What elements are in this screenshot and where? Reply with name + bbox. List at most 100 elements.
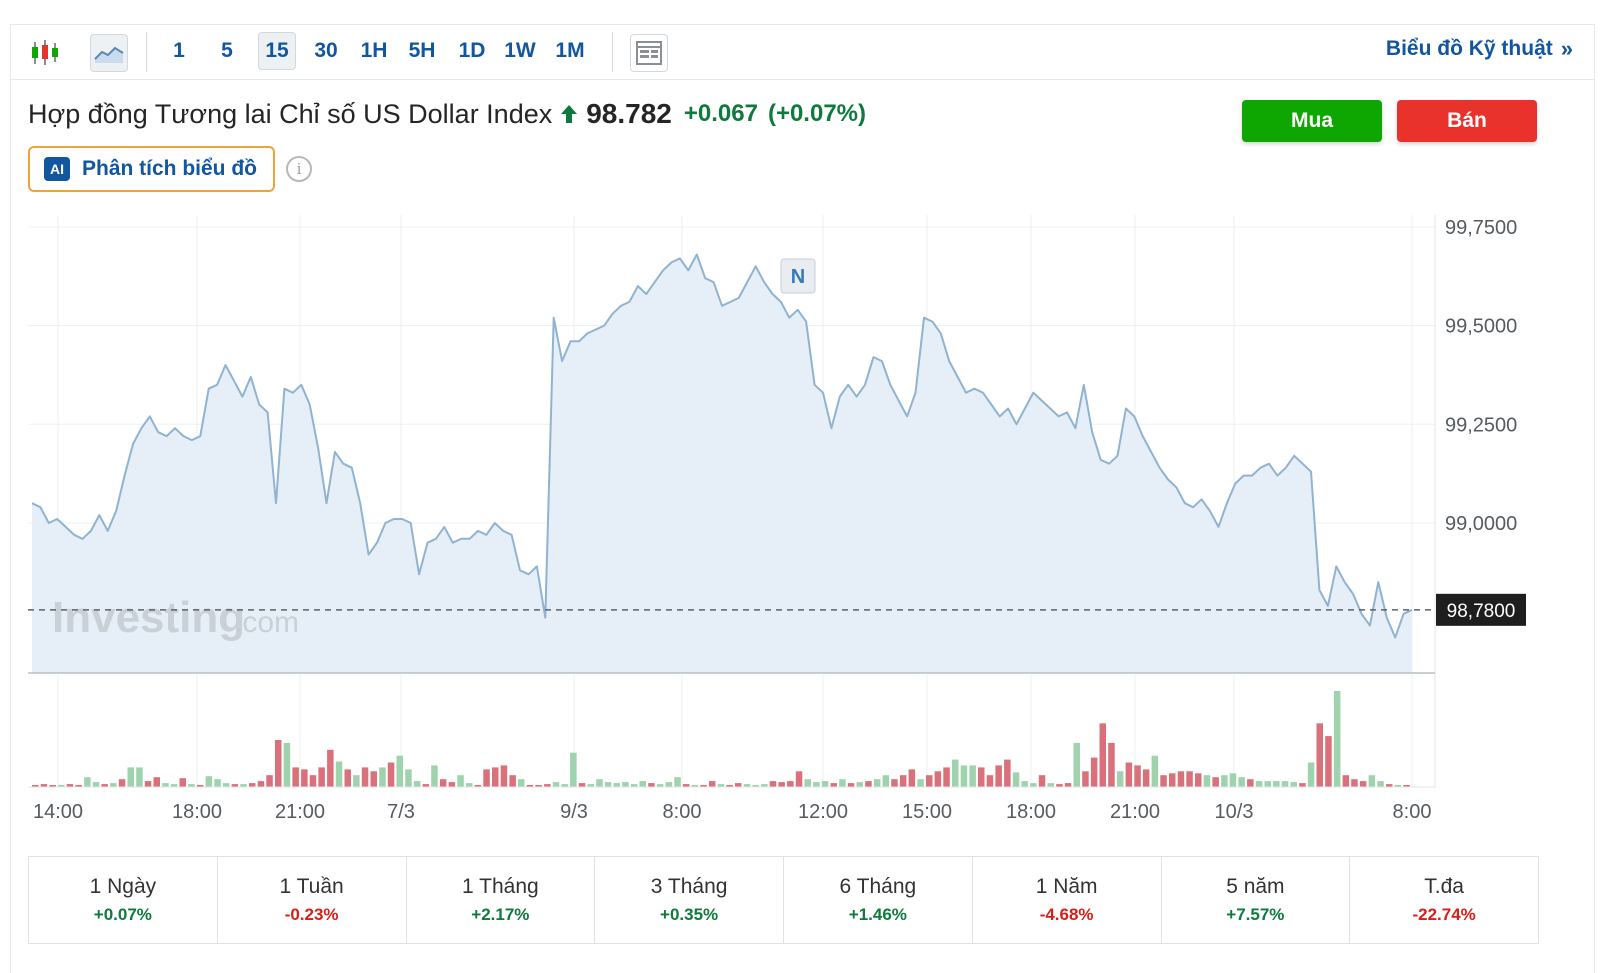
table-view-icon[interactable]: [630, 34, 668, 72]
candlestick-chart-icon[interactable]: [28, 34, 62, 72]
volume-bar: [283, 742, 291, 787]
volume-bar: [596, 779, 603, 787]
volume-bar: [58, 785, 65, 787]
volume-bar: [535, 785, 542, 787]
volume-bar: [813, 782, 820, 787]
x-tick-label: 21:00: [275, 801, 325, 823]
timeframe-1d[interactable]: 1D: [458, 39, 486, 62]
volume-bar: [448, 782, 456, 787]
volume-bar: [431, 765, 438, 787]
buy-button[interactable]: Mua: [1242, 100, 1382, 142]
volume-bar: [700, 785, 707, 787]
volume-bar: [856, 782, 863, 787]
investing-watermark: Investing: [52, 593, 245, 642]
technical-chart-link[interactable]: Biểu đồ Kỹ thuật »: [1386, 36, 1573, 62]
current-price-tag: [1436, 593, 1526, 626]
volume-bar: [1221, 775, 1228, 787]
volume-bar: [361, 767, 369, 787]
price-line: [31, 253, 1413, 639]
timeframe-30[interactable]: 30: [314, 39, 338, 62]
timeframe-5[interactable]: 5: [221, 39, 233, 62]
volume-bar: [1012, 772, 1020, 787]
volume-bar: [1082, 771, 1089, 787]
volume-bar: [275, 740, 282, 787]
price-chart[interactable]: Investing.com 98,7800 99,7500 99,5000 99,250…: [0, 0, 1600, 850]
volume-bar: [1116, 771, 1124, 787]
x-tick-label: 8:00: [1393, 801, 1432, 823]
sell-button[interactable]: Bán: [1397, 100, 1537, 142]
performance-period-label: T.đa: [1424, 875, 1464, 898]
volume-bar: [726, 785, 733, 787]
volume-bar: [544, 784, 551, 787]
x-tick-label: 18:00: [172, 801, 222, 823]
timeframe-1m[interactable]: 1M: [555, 39, 585, 62]
volume-bar: [943, 767, 950, 787]
volume-bar: [656, 784, 664, 787]
price-area-fill: [32, 254, 1412, 673]
volume-bar: [674, 777, 681, 787]
volume-bar: [231, 784, 239, 787]
timeframe-1[interactable]: 1: [173, 39, 185, 62]
volume-bar: [1030, 783, 1037, 787]
volume-bar: [1064, 783, 1072, 787]
performance-period-value: +1.46%: [848, 905, 907, 924]
volume-bar: [1394, 785, 1402, 787]
timeframe-15[interactable]: 15: [258, 32, 296, 70]
volume-bar: [1212, 777, 1219, 787]
ai-icon: AI: [44, 157, 70, 181]
news-event-label: N: [791, 266, 805, 288]
volume-bar: [188, 784, 195, 787]
volume-bar: [769, 781, 777, 787]
ai-chart-analysis-button[interactable]: AI Phân tích biểu đồ: [28, 146, 275, 192]
y-tick-label: 99,0000: [1445, 513, 1517, 535]
volume-bar: [709, 781, 716, 787]
info-icon[interactable]: i: [286, 156, 312, 182]
volume-bar: [1255, 781, 1263, 787]
volume-bar: [144, 781, 152, 787]
volume-bar: [587, 784, 594, 787]
performance-period-label: 5 năm: [1226, 875, 1285, 898]
volume-bar: [1273, 781, 1280, 787]
timeframe-1w[interactable]: 1W: [504, 39, 536, 62]
instrument-header: Hợp đồng Tương lai Chỉ số US Dollar Inde…: [28, 96, 866, 132]
volume-bar: [648, 783, 655, 787]
volume-bar: [66, 784, 74, 787]
volume-bar: [1004, 759, 1011, 787]
volume-bar: [387, 762, 395, 787]
volume-bar: [1195, 773, 1202, 787]
performance-period-value: -0.23%: [284, 905, 339, 924]
area-chart-icon[interactable]: [90, 34, 128, 72]
volume-bar: [1299, 783, 1306, 787]
timeframe-1h[interactable]: 1H: [360, 39, 388, 62]
volume-bar: [118, 779, 126, 787]
volume-bar: [908, 769, 916, 787]
volume-bar: [899, 775, 907, 787]
volume-bar: [1316, 723, 1323, 787]
arrow-up-icon: [560, 103, 578, 125]
performance-period-value: -22.74%: [1412, 905, 1476, 924]
widget-frame: [10, 24, 1595, 973]
volume-bar: [179, 778, 186, 787]
volume-bar: [32, 785, 39, 787]
timeframe-5h[interactable]: 5H: [408, 39, 436, 62]
x-tick-label: 8:00: [663, 801, 702, 823]
volume-bar: [492, 767, 499, 787]
volume-bar: [613, 783, 620, 787]
volume-bar: [847, 783, 855, 787]
last-price: 98.782: [586, 98, 672, 129]
toolbar-separator: [146, 32, 147, 72]
volume-bar: [162, 783, 169, 787]
volume-bar: [509, 775, 516, 787]
volume-bar: [752, 785, 759, 787]
volume-bar: [1351, 779, 1358, 787]
volume-bar: [978, 767, 985, 787]
volume-bar: [413, 781, 421, 787]
volume-bar: [1247, 779, 1254, 787]
volume-bar: [1333, 691, 1341, 787]
double-chevron-right-icon: »: [1560, 36, 1573, 61]
performance-period: 6 Tháng +1.46%: [784, 857, 973, 943]
x-tick-label: 9/3: [560, 801, 588, 823]
volume-bar: [396, 755, 403, 787]
volume-bar: [370, 771, 377, 787]
volume-bar: [240, 784, 247, 787]
